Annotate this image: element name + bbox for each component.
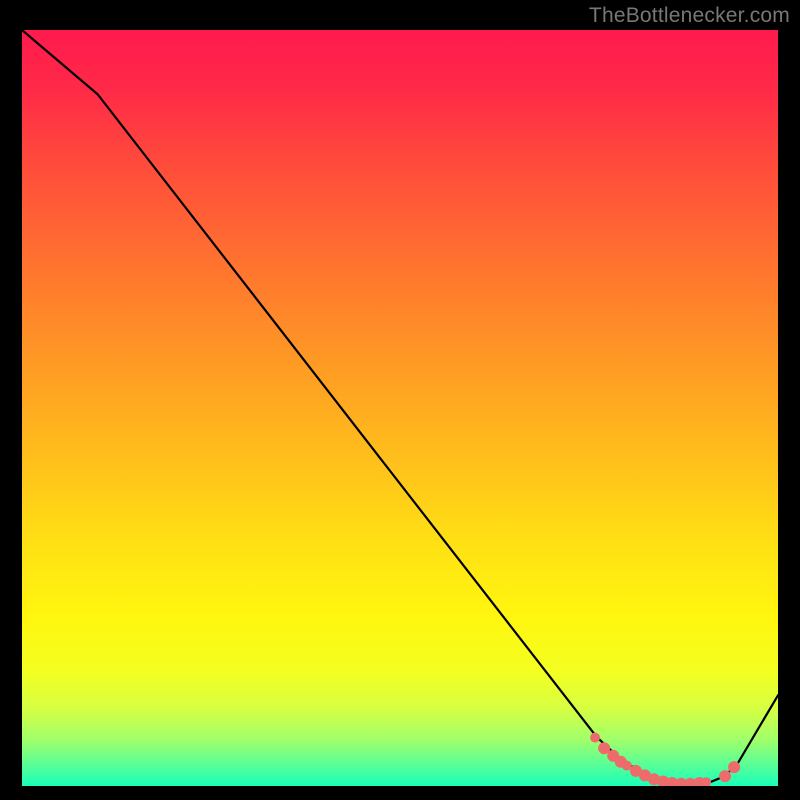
marker-dot	[719, 770, 731, 782]
curve-layer	[22, 30, 778, 786]
chart-container: TheBottlenecker.com	[0, 0, 800, 800]
watermark-text: TheBottlenecker.com	[589, 4, 790, 28]
plot-area	[22, 30, 778, 786]
marker-dot	[590, 733, 600, 743]
marker-dot	[728, 761, 740, 773]
bottleneck-curve	[22, 30, 778, 784]
